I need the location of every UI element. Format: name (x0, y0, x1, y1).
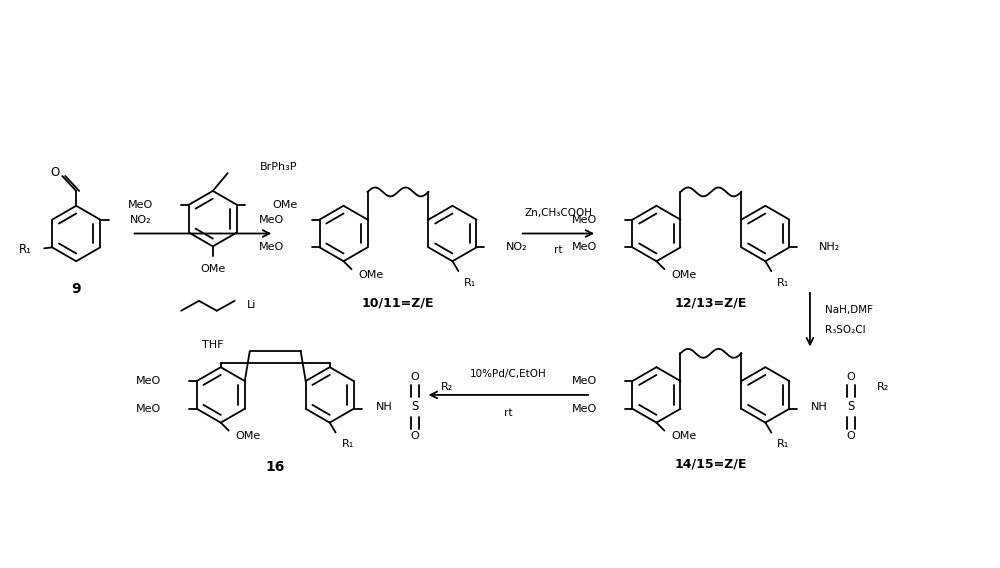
Text: MeO: MeO (128, 200, 153, 210)
Text: NaH,DMF: NaH,DMF (825, 305, 873, 315)
Text: Zn,CH₃COOH: Zn,CH₃COOH (524, 208, 592, 218)
Text: 14/15=Z/E: 14/15=Z/E (675, 458, 747, 471)
Text: MeO: MeO (259, 243, 284, 252)
Text: S: S (411, 400, 419, 414)
Text: Li: Li (247, 300, 256, 310)
Text: OMe: OMe (672, 432, 697, 441)
Text: MeO: MeO (572, 243, 597, 252)
Text: O: O (411, 372, 419, 382)
Text: O: O (411, 432, 419, 441)
Text: MeO: MeO (136, 404, 161, 414)
Text: OMe: OMe (272, 200, 298, 210)
Text: NO₂: NO₂ (130, 215, 152, 224)
Text: OMe: OMe (359, 270, 384, 280)
Text: NO₂: NO₂ (506, 243, 528, 252)
Text: 10%Pd/C,EtOH: 10%Pd/C,EtOH (470, 369, 546, 379)
Text: 9: 9 (71, 282, 81, 296)
Text: R₁: R₁ (777, 440, 789, 449)
Text: NH: NH (375, 402, 392, 412)
Text: BrPh₃P: BrPh₃P (259, 162, 297, 172)
Text: R₂: R₂ (877, 382, 889, 392)
Text: 16: 16 (266, 460, 285, 474)
Text: R₃SO₂Cl: R₃SO₂Cl (825, 324, 865, 335)
Text: R₁: R₁ (777, 278, 789, 288)
Text: S: S (847, 400, 854, 414)
Text: O: O (846, 372, 855, 382)
Text: THF: THF (202, 340, 224, 350)
Text: rt: rt (554, 245, 563, 256)
Text: rt: rt (504, 408, 512, 417)
Text: MeO: MeO (572, 215, 597, 224)
Text: O: O (51, 166, 60, 178)
Text: MeO: MeO (259, 215, 284, 224)
Text: R₁: R₁ (341, 440, 354, 449)
Text: O: O (846, 432, 855, 441)
Text: R₁: R₁ (464, 278, 476, 288)
Text: OMe: OMe (236, 432, 261, 441)
Text: MeO: MeO (572, 404, 597, 414)
Text: MeO: MeO (136, 376, 161, 386)
Text: 10/11=Z/E: 10/11=Z/E (362, 296, 434, 310)
Text: OMe: OMe (672, 270, 697, 280)
Text: OMe: OMe (200, 264, 225, 274)
Text: R₁: R₁ (19, 243, 32, 256)
Text: R₂: R₂ (441, 382, 453, 392)
Text: NH₂: NH₂ (819, 243, 840, 252)
Text: 12/13=Z/E: 12/13=Z/E (675, 296, 747, 310)
Text: NH: NH (811, 402, 828, 412)
Text: MeO: MeO (572, 376, 597, 386)
